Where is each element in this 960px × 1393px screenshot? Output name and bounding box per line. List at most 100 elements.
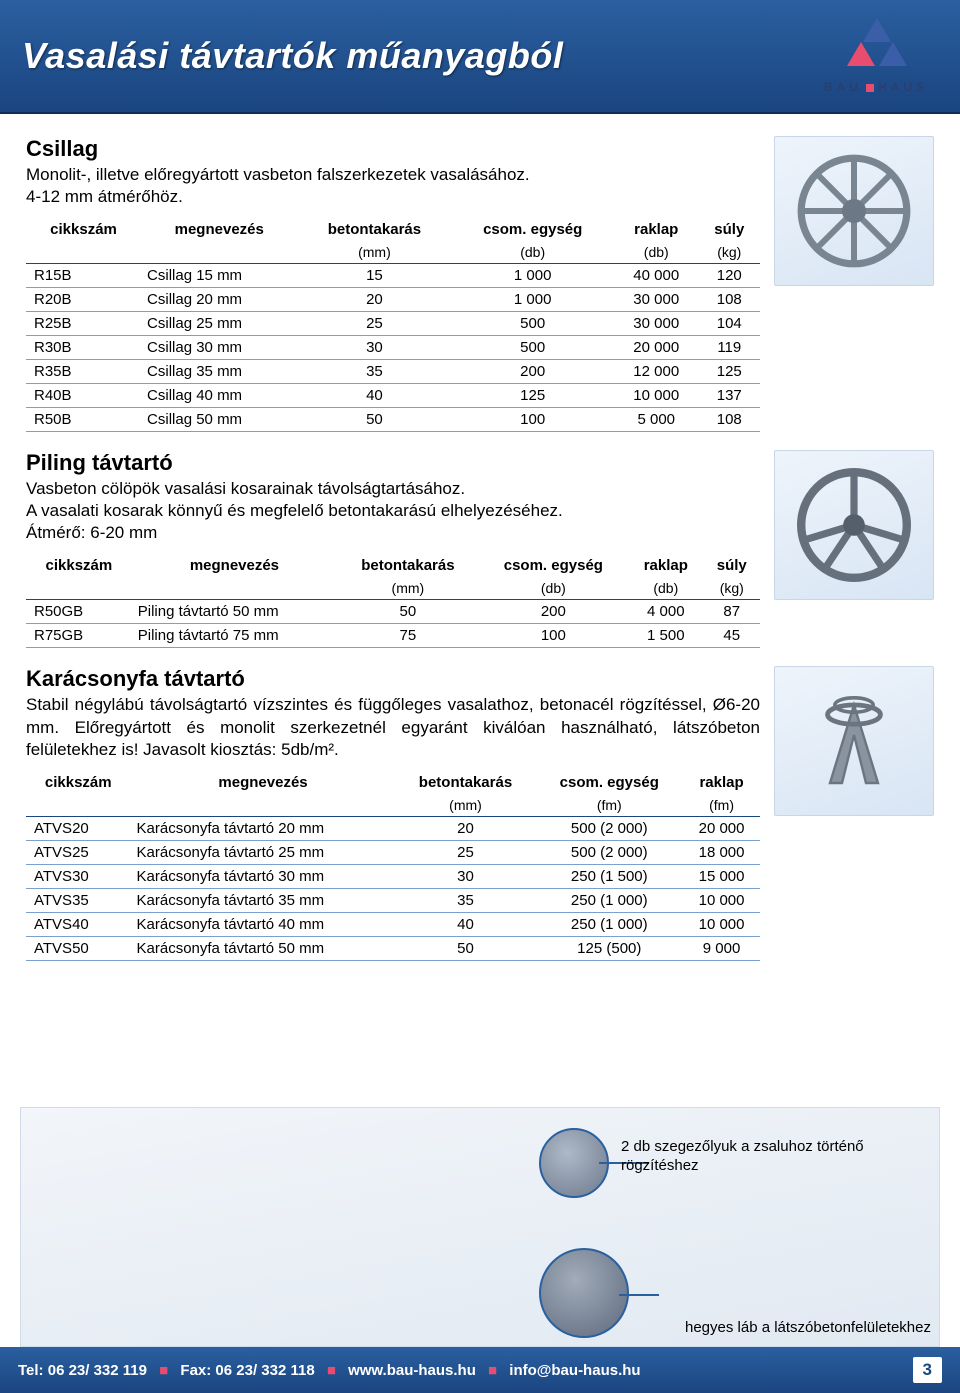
- section2-desc-line3: Átmérő: 6-20 mm: [26, 523, 157, 542]
- table-cell: Karácsonyfa távtartó 35 mm: [131, 888, 396, 912]
- column-subheader: (db): [479, 577, 628, 600]
- column-subheader: (mm): [396, 794, 536, 817]
- section1-desc-line1: Monolit-, illetve előregyártott vasbeton…: [26, 165, 530, 184]
- table-cell: R75GB: [26, 624, 132, 648]
- column-header: cikkszám: [26, 771, 131, 794]
- table-cell: 15 000: [683, 864, 760, 888]
- table-cell: Csillag 40 mm: [141, 384, 297, 408]
- section2-desc-line1: Vasbeton cölöpök vasalási kosarainak táv…: [26, 479, 465, 498]
- column-header: súly: [699, 218, 760, 241]
- table-cell: 1 500: [628, 624, 703, 648]
- table-cell: 10 000: [683, 888, 760, 912]
- table-row: R50BCsillag 50 mm501005 000108: [26, 408, 760, 432]
- table-cell: Csillag 15 mm: [141, 264, 297, 288]
- footer-web: www.bau-haus.hu: [348, 1362, 476, 1379]
- column-subheader: [26, 241, 141, 264]
- table-cell: R40B: [26, 384, 141, 408]
- column-subheader: (db): [628, 577, 703, 600]
- page-title: Vasalási távtartók műanyagból: [22, 35, 563, 77]
- column-header: raklap: [628, 554, 703, 577]
- table-cell: 25: [396, 840, 536, 864]
- section1-desc: Monolit-, illetve előregyártott vasbeton…: [26, 164, 760, 208]
- table-cell: 125: [699, 360, 760, 384]
- table-cell: 40 000: [614, 264, 699, 288]
- column-subheader: (fm): [535, 794, 683, 817]
- section-csillag: Csillag Monolit-, illetve előregyártott …: [26, 136, 934, 450]
- table-row: R15BCsillag 15 mm151 00040 000120: [26, 264, 760, 288]
- table-cell: 20: [297, 288, 451, 312]
- product-image-karacsonyfa: [774, 666, 934, 816]
- table-row: R30BCsillag 30 mm3050020 000119: [26, 336, 760, 360]
- table-cell: Karácsonyfa távtartó 40 mm: [131, 912, 396, 936]
- column-subheader: (kg): [699, 241, 760, 264]
- section-karacsonyfa: Karácsonyfa távtartó Stabil négylábú táv…: [26, 666, 934, 978]
- table-cell: 50: [396, 936, 536, 960]
- table-row: ATVS40Karácsonyfa távtartó 40 mm40250 (1…: [26, 912, 760, 936]
- table-row: R50GBPiling távtartó 50 mm502004 00087: [26, 600, 760, 624]
- table-cell: 12 000: [614, 360, 699, 384]
- piling-icon: [794, 465, 914, 585]
- table-cell: 500 (2 000): [535, 816, 683, 840]
- table-cell: 250 (1 000): [535, 888, 683, 912]
- column-subheader: (mm): [337, 577, 479, 600]
- table-cell: 200: [451, 360, 614, 384]
- table-cell: 108: [699, 288, 760, 312]
- table-cell: Karácsonyfa távtartó 25 mm: [131, 840, 396, 864]
- table-row: ATVS30Karácsonyfa távtartó 30 mm30250 (1…: [26, 864, 760, 888]
- footer-sep-1: ■: [159, 1362, 168, 1379]
- table-piling: cikkszámmegnevezésbetontakaráscsom. egys…: [26, 554, 760, 648]
- table-cell: 20 000: [614, 336, 699, 360]
- table-cell: 87: [704, 600, 760, 624]
- table-cell: R30B: [26, 336, 141, 360]
- table-cell: ATVS25: [26, 840, 131, 864]
- table-cell: 50: [297, 408, 451, 432]
- table-cell: 35: [396, 888, 536, 912]
- csillag-icon: [794, 151, 914, 271]
- table-csillag: cikkszámmegnevezésbetontakaráscsom. egys…: [26, 218, 760, 432]
- table-cell: Csillag 30 mm: [141, 336, 297, 360]
- table-cell: 125: [451, 384, 614, 408]
- detail-bubble-2: [539, 1248, 629, 1338]
- content-area: Csillag Monolit-, illetve előregyártott …: [0, 114, 960, 1101]
- table-cell: 500: [451, 336, 614, 360]
- column-subheader: [141, 241, 297, 264]
- column-subheader: [132, 577, 337, 600]
- table-cell: 40: [396, 912, 536, 936]
- table-cell: 104: [699, 312, 760, 336]
- table-cell: 108: [699, 408, 760, 432]
- table-cell: Csillag 50 mm: [141, 408, 297, 432]
- footer-email: info@bau-haus.hu: [509, 1362, 640, 1379]
- column-header: cikkszám: [26, 218, 141, 241]
- table-cell: R20B: [26, 288, 141, 312]
- detail-photo-area: 2 db szegezőlyuk a zsaluhoz történő rögz…: [20, 1107, 940, 1347]
- table-cell: ATVS35: [26, 888, 131, 912]
- table-cell: ATVS20: [26, 816, 131, 840]
- table-cell: 30: [396, 864, 536, 888]
- table-cell: 500: [451, 312, 614, 336]
- column-header: megnevezés: [141, 218, 297, 241]
- table-cell: Piling távtartó 75 mm: [132, 624, 337, 648]
- column-subheader: [26, 577, 132, 600]
- table-row: R35BCsillag 35 mm3520012 000125: [26, 360, 760, 384]
- karacsonyfa-icon: [794, 681, 914, 801]
- column-header: megnevezés: [132, 554, 337, 577]
- table-cell: Karácsonyfa távtartó 50 mm: [131, 936, 396, 960]
- table-row: ATVS35Karácsonyfa távtartó 35 mm35250 (1…: [26, 888, 760, 912]
- column-header: betontakarás: [396, 771, 536, 794]
- table-cell: 30 000: [614, 288, 699, 312]
- column-header: csom. egység: [535, 771, 683, 794]
- column-header: raklap: [614, 218, 699, 241]
- table-cell: R15B: [26, 264, 141, 288]
- column-header: cikkszám: [26, 554, 132, 577]
- table-cell: 120: [699, 264, 760, 288]
- logo-text: BAUHAUS: [824, 80, 928, 94]
- section3-desc: Stabil négylábú távolságtartó vízszintes…: [26, 694, 760, 760]
- footer-contacts: Tel: 06 23/ 332 119 ■ Fax: 06 23/ 332 11…: [18, 1362, 641, 1379]
- table-cell: Csillag 25 mm: [141, 312, 297, 336]
- footer-fax: Fax: 06 23/ 332 118: [180, 1362, 314, 1379]
- product-image-csillag: [774, 136, 934, 286]
- table-cell: ATVS30: [26, 864, 131, 888]
- table-cell: 1 000: [451, 288, 614, 312]
- table-cell: 30 000: [614, 312, 699, 336]
- table-cell: 50: [337, 600, 479, 624]
